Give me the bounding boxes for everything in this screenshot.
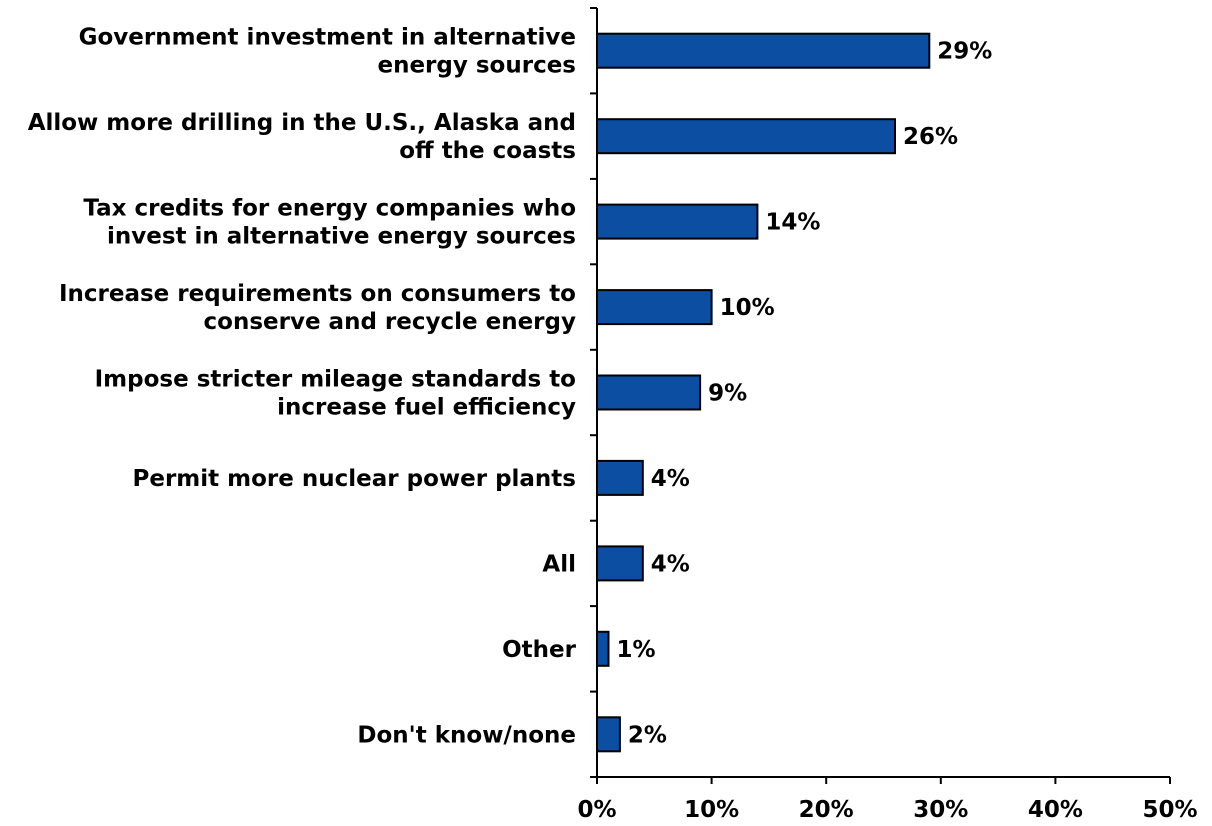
- axes-layer: [590, 7, 1171, 784]
- data-label: 29%: [937, 39, 992, 65]
- data-label: 4%: [651, 466, 690, 492]
- x-tick-label: 0%: [577, 797, 616, 823]
- category-label: off the coasts: [399, 138, 576, 164]
- data-label: 10%: [720, 295, 775, 321]
- labels-layer: 29% Government investment in alternativee…: [28, 25, 1198, 823]
- category-label: Increase requirements on consumers to: [59, 281, 576, 307]
- bar: [596, 118, 896, 155]
- bar: [596, 289, 713, 326]
- category-label: Government investment in alternative: [79, 25, 576, 51]
- x-tick-label: 20%: [799, 797, 854, 823]
- x-tick-label: 30%: [913, 797, 968, 823]
- category-label: Other: [502, 637, 577, 663]
- category-label: Impose stricter mileage standards to: [95, 367, 576, 393]
- x-tick-label: 10%: [684, 797, 739, 823]
- data-label: 26%: [903, 124, 958, 150]
- data-label: 9%: [708, 381, 747, 407]
- bar: [596, 32, 931, 69]
- category-label: Tax credits for energy companies who: [83, 196, 576, 222]
- bar: [596, 716, 621, 753]
- category-label: All: [542, 551, 576, 577]
- data-label: 14%: [765, 210, 820, 236]
- category-label: invest in alternative energy sources: [107, 224, 576, 250]
- category-label: energy sources: [377, 53, 576, 79]
- data-label: 4%: [651, 551, 690, 577]
- category-label: Allow more drilling in the U.S., Alaska …: [28, 110, 576, 136]
- x-tick-label: 40%: [1028, 797, 1083, 823]
- x-tick-label: 50%: [1142, 797, 1197, 823]
- data-label: 1%: [617, 637, 656, 663]
- bar: [596, 459, 644, 496]
- bar: [596, 374, 702, 411]
- category-label: Permit more nuclear power plants: [133, 466, 577, 492]
- category-label: conserve and recycle energy: [204, 309, 576, 335]
- category-label: increase fuel efficiency: [277, 395, 576, 421]
- bar: [596, 545, 644, 582]
- bar: [596, 630, 610, 667]
- data-label: 2%: [628, 722, 667, 748]
- category-label: Don't know/none: [357, 722, 576, 748]
- bar: [596, 203, 759, 240]
- bars-layer: [596, 32, 931, 753]
